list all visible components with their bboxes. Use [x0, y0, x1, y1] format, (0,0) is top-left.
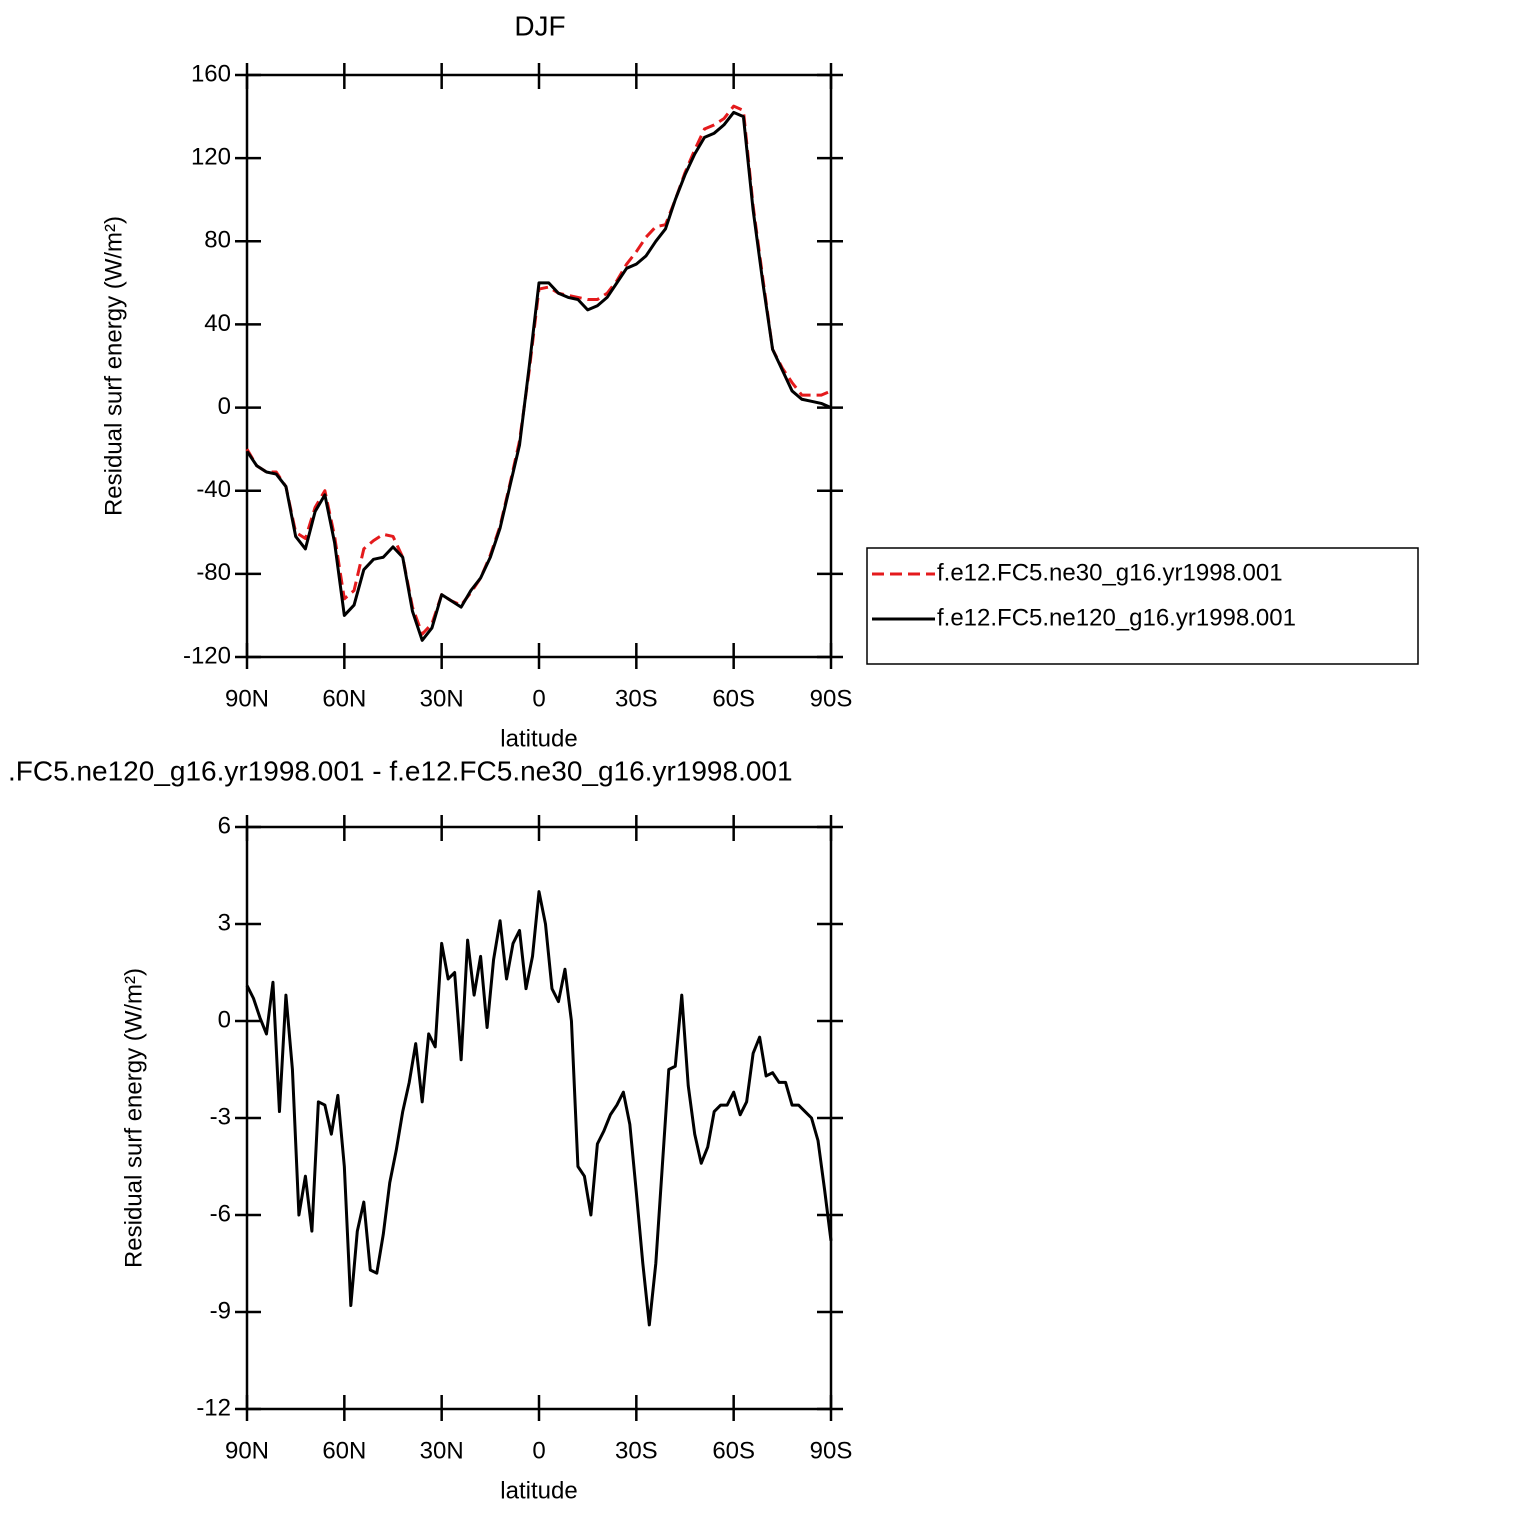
y-tick-label: 40: [204, 310, 231, 337]
y-tick-label: -120: [183, 642, 231, 669]
series-line: [245, 890, 833, 1327]
x-tick-label: 30S: [615, 1437, 658, 1464]
y-tick-label: -40: [196, 476, 231, 503]
x-tick-label: 60N: [322, 685, 366, 712]
y-tick-label: -3: [210, 1103, 231, 1130]
x-tick-label: 90N: [225, 685, 269, 712]
y-tick-label: -6: [210, 1200, 231, 1227]
y-tick-label: 0: [218, 1006, 231, 1033]
y-axis-label: Residual surf energy (W/m²): [120, 968, 147, 1268]
x-tick-label: 60S: [712, 1437, 755, 1464]
x-tick-label: 30S: [615, 685, 658, 712]
y-tick-label: 80: [204, 227, 231, 254]
y-tick-label: -12: [196, 1394, 231, 1421]
series-line: [245, 110, 832, 642]
y-tick-label: 6: [218, 812, 231, 839]
chart-title: .FC5.ne120_g16.yr1998.001 - f.e12.FC5.ne…: [8, 755, 793, 786]
x-tick-label: 30N: [420, 685, 464, 712]
legend-label: f.e12.FC5.ne120_g16.yr1998.001: [937, 604, 1296, 631]
y-tick-label: -9: [210, 1297, 231, 1324]
x-axis-label: latitude: [500, 1477, 577, 1504]
x-tick-label: 60S: [712, 685, 755, 712]
x-tick-label: 60N: [322, 1437, 366, 1464]
y-tick-label: 120: [191, 143, 231, 170]
x-axis-label: latitude: [500, 725, 577, 752]
chart-title: DJF: [514, 10, 565, 41]
plot-frame: [245, 73, 833, 659]
x-tick-label: 90S: [810, 1437, 853, 1464]
legend-box: [866, 547, 1419, 665]
legend-label: f.e12.FC5.ne30_g16.yr1998.001: [937, 559, 1283, 586]
y-tick-label: 0: [218, 393, 231, 420]
x-tick-label: 90N: [225, 1437, 269, 1464]
y-tick-label: 3: [218, 909, 231, 936]
y-tick-label: -80: [196, 559, 231, 586]
y-axis-label: Residual surf energy (W/m²): [100, 216, 127, 516]
x-tick-label: 30N: [420, 1437, 464, 1464]
y-tick-label: 160: [191, 60, 231, 87]
x-tick-label: 0: [532, 685, 545, 712]
x-tick-label: 90S: [810, 685, 853, 712]
series-line: [245, 104, 832, 636]
x-tick-label: 0: [532, 1437, 545, 1464]
